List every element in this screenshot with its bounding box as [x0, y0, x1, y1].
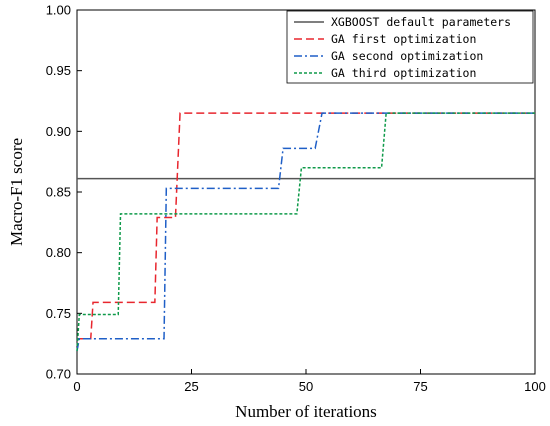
x-tick-label: 0: [73, 379, 80, 394]
x-axis-title: Number of iterations: [235, 402, 377, 421]
x-tick-label: 100: [524, 379, 546, 394]
y-tick-label: 0.80: [46, 245, 71, 260]
y-tick-label: 0.85: [46, 185, 71, 200]
series-line-2: [77, 112, 535, 340]
y-axis: 0.70 0.75 0.80 0.85 0.90 0.95 1.00: [46, 3, 82, 382]
y-tick-label: 0.75: [46, 306, 71, 321]
legend-label-3: GA second optimization: [331, 49, 483, 63]
x-tick-label: 75: [413, 379, 427, 394]
legend-label-2: GA first optimization: [331, 32, 476, 46]
series-lines: [76, 112, 535, 352]
y-tick-label: 1.00: [46, 3, 71, 18]
series-line-3: [76, 112, 535, 352]
legend-box: [286, 10, 534, 84]
series-line-4: [76, 112, 535, 351]
x-axis: 0 25 50 75 100: [73, 369, 546, 394]
legend: XGBOOST default parameters GA first optim…: [286, 10, 534, 84]
legend-label-1: XGBOOST default parameters: [331, 15, 511, 29]
y-axis-title: Macro-F1 score: [7, 138, 26, 246]
x-tick-label: 50: [299, 379, 313, 394]
legend-label-4: GA third optimization: [331, 66, 476, 80]
y-tick-label: 0.90: [46, 124, 71, 139]
y-tick-label: 0.70: [46, 367, 71, 382]
x-tick-label: 25: [184, 379, 198, 394]
y-tick-label: 0.95: [46, 63, 71, 78]
